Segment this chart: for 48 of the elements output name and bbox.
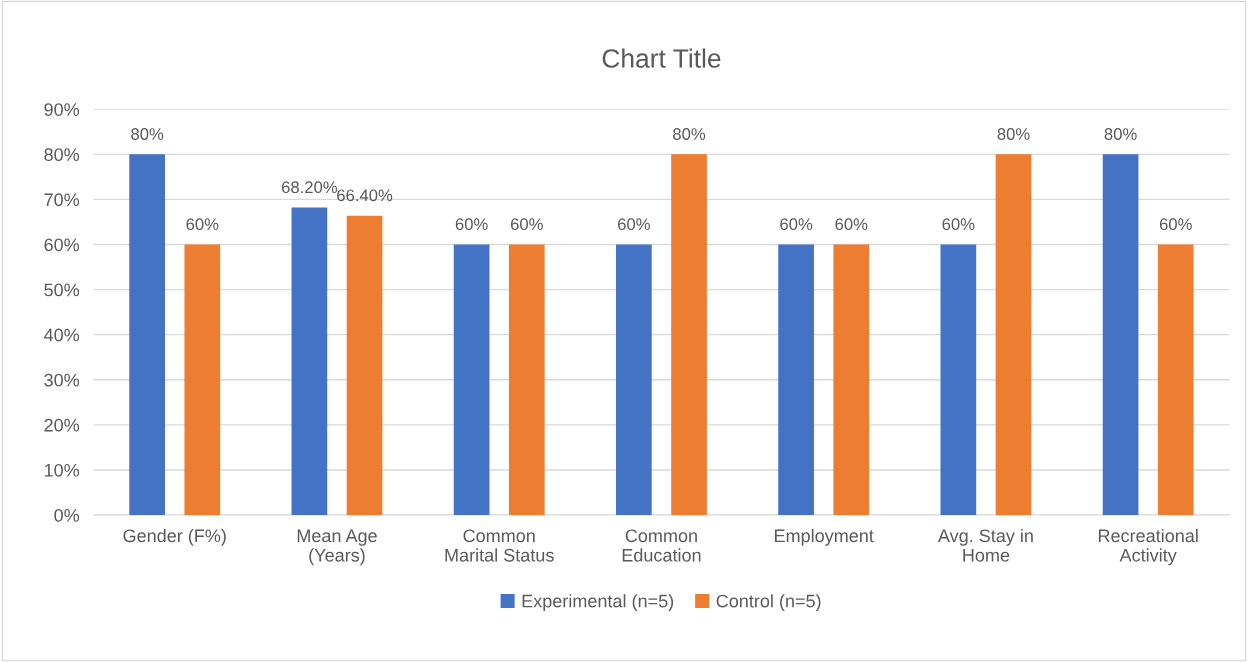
x-tick-label: Avg. Stay in Home xyxy=(937,528,1033,562)
bar xyxy=(129,154,165,516)
bar xyxy=(833,244,870,516)
bar xyxy=(1157,244,1194,516)
data-label: 60% xyxy=(942,218,975,231)
y-tick-label: 0% xyxy=(54,508,80,522)
y-tick-label: 90% xyxy=(44,103,80,116)
x-tick-label: Common Marital Status xyxy=(445,529,554,562)
y-tick-label: 60% xyxy=(44,238,80,252)
x-tick-label: Mean Age (Years) xyxy=(297,529,377,566)
data-label: 80% xyxy=(131,128,164,140)
bar xyxy=(508,244,545,516)
data-label: 60% xyxy=(186,218,219,231)
data-label: 60% xyxy=(618,218,650,231)
x-tick-label: Gender (F%) xyxy=(123,528,226,546)
data-label: 60% xyxy=(510,218,543,231)
y-tick-label: 20% xyxy=(44,418,80,432)
chart-title: Chart Title xyxy=(602,48,721,68)
bar xyxy=(1102,154,1139,516)
data-label: 66.40% xyxy=(337,189,393,202)
y-tick-label: 10% xyxy=(44,463,80,477)
data-label: 80% xyxy=(997,128,1030,140)
data-label: 80% xyxy=(1104,128,1137,140)
data-label: 60% xyxy=(1159,218,1192,231)
legend-label: Control (n=5) xyxy=(716,594,821,612)
y-tick-label: 30% xyxy=(44,373,80,387)
x-tick-label: Recreational Activity xyxy=(1098,528,1198,566)
bar xyxy=(671,154,707,516)
bar xyxy=(453,244,490,516)
bar xyxy=(940,244,977,516)
data-label: 60% xyxy=(455,218,488,231)
data-label: 60% xyxy=(835,218,868,231)
bar xyxy=(291,207,328,516)
y-tick-label: 40% xyxy=(43,328,80,342)
x-tick-label: Common Education xyxy=(622,529,701,562)
y-tick-label: 50% xyxy=(44,283,80,297)
data-label: 68.20% xyxy=(281,181,338,194)
bar xyxy=(346,215,383,516)
bar xyxy=(778,244,814,516)
bar xyxy=(995,154,1032,516)
data-label: 60% xyxy=(780,218,813,231)
data-label: 80% xyxy=(673,128,706,140)
bar xyxy=(616,244,652,516)
y-tick-label: 80% xyxy=(44,148,80,162)
legend-label: Experimental (n=5) xyxy=(522,594,674,612)
y-tick-label: 70% xyxy=(44,193,80,207)
bar xyxy=(184,244,221,516)
x-tick-label: Employment xyxy=(774,528,874,546)
